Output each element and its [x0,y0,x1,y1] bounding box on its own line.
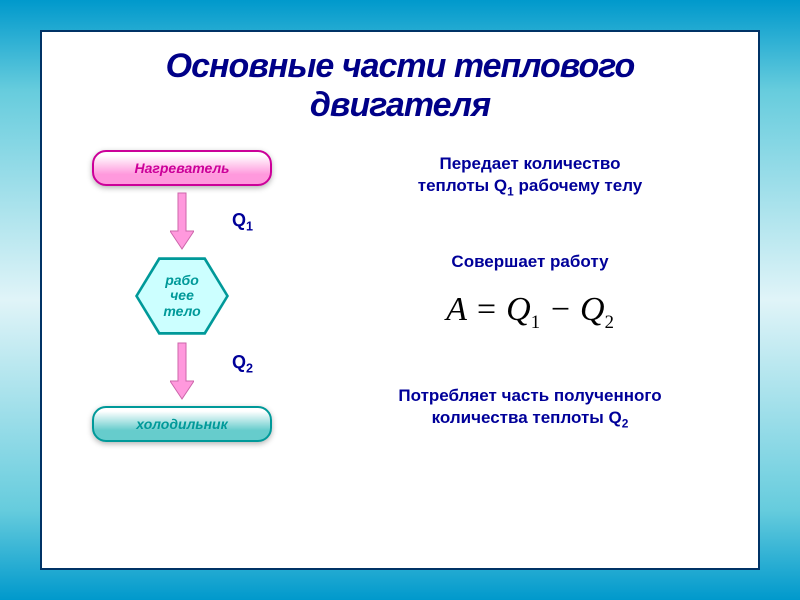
arrow-q1-wrap: Q1 [170,186,194,256]
heater-description: Передает количествотеплоты Q1 рабочему т… [332,153,728,200]
content-area: Нагреватель Q1 рабочеетело Q2 холодильни… [72,150,728,442]
heater-box: Нагреватель [92,150,272,186]
working-body-label: рабочеетело [138,256,226,336]
work-description: Совершает работу [451,251,608,273]
arrow-q2-wrap: Q2 [170,336,194,406]
working-body-hex: рабочеетело [138,256,226,336]
arrow-down-icon [170,191,194,251]
cooler-box: холодильник [92,406,272,442]
arrow-down-icon [170,341,194,401]
work-formula: A = Q1 − Q2 [446,291,614,334]
descriptions-column: Передает количествотеплоты Q1 рабочему т… [332,150,728,442]
q1-label: Q1 [232,210,253,234]
q2-label: Q2 [232,352,253,376]
flow-diagram: Нагреватель Q1 рабочеетело Q2 холодильни… [72,150,292,442]
heater-label: Нагреватель [134,160,229,176]
slide-frame: Основные части теплового двигателя Нагре… [40,30,760,570]
work-section: Совершает работу A = Q1 − Q2 [332,251,728,334]
slide-title: Основные части теплового двигателя [72,47,728,125]
cooler-description: Потребляет часть полученногоколичества т… [332,385,728,432]
cooler-label: холодильник [136,416,227,432]
